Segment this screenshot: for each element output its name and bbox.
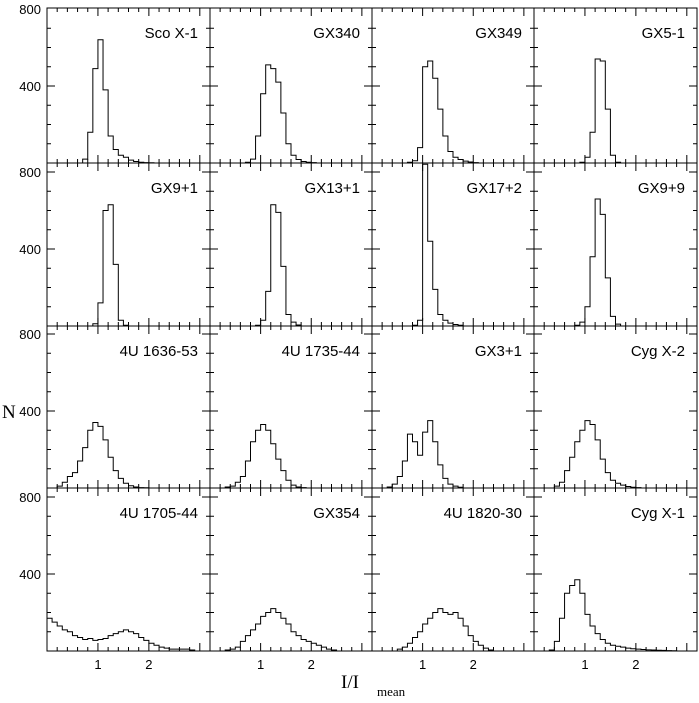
- y-tick-label: 800: [19, 2, 41, 17]
- panel-label: GX5-1: [642, 25, 685, 42]
- x-axis-title-group: I/I mean: [341, 672, 406, 699]
- histogram-series: [47, 204, 154, 327]
- y-tick-label: 400: [19, 567, 41, 582]
- x-axis-title-subscript: mean: [377, 684, 406, 699]
- panel-label: 4U 1705-44: [120, 505, 198, 522]
- histogram-series: [372, 163, 479, 327]
- panel-gx9-1: GX9+1 400 800: [19, 162, 211, 327]
- panel-label: GX9+1: [151, 180, 198, 197]
- y-tick-label: 400: [19, 242, 41, 257]
- panel-label: 4U 1636-53: [120, 343, 198, 360]
- panel-label: 4U 1820-30: [444, 505, 522, 522]
- x-tick-label: 2: [470, 657, 477, 672]
- panel-label: GX9+9: [638, 180, 685, 197]
- panel-gx349: GX349: [371, 7, 535, 164]
- histogram-series: [47, 422, 154, 489]
- x-tick-label: 1: [419, 657, 426, 672]
- x-tick-label: 1: [581, 657, 588, 672]
- histogram-series: [210, 204, 317, 327]
- y-axis-title: N: [2, 402, 16, 423]
- panel-label: GX354: [313, 505, 360, 522]
- panel-label: GX3+1: [475, 343, 522, 360]
- histogram-series: [46, 617, 196, 651]
- panel-gx354: GX354 1 2: [209, 487, 373, 672]
- panel-gx5-1: GX5-1: [533, 7, 698, 164]
- histogram-series: [210, 64, 317, 164]
- panel-label: Cyg X-1: [631, 505, 685, 522]
- panel-4u-1636-53: 4U 1636-53 400 800: [19, 325, 211, 489]
- histogram-series: [534, 58, 641, 164]
- histogram-series: [534, 420, 642, 489]
- panel-4u-1705-44: 4U 1705-44 400 800 1 2: [19, 487, 211, 672]
- histogram-series: [210, 608, 338, 652]
- histogram-series: [534, 198, 641, 327]
- panel-label: GX17+2: [467, 180, 522, 197]
- panel-gx340: GX340: [209, 7, 373, 164]
- panel-label: GX13+1: [305, 180, 360, 197]
- panel-gx17-2: GX17+2: [371, 162, 535, 327]
- x-tick-label: 2: [145, 657, 152, 672]
- panel-sco-x-1: Sco X-1 400 800: [19, 2, 211, 164]
- histogram-series: [534, 579, 678, 652]
- y-tick-label: 800: [19, 490, 41, 505]
- y-tick-label: 400: [19, 404, 41, 419]
- x-axis-title: I/I: [341, 672, 359, 693]
- panel-label: Cyg X-2: [631, 343, 685, 360]
- panel-label: 4U 1735-44: [282, 343, 360, 360]
- x-tick-label: 1: [94, 657, 101, 672]
- panel-4u-1820-30: 4U 1820-30 1 2: [371, 487, 535, 672]
- x-tick-label: 2: [308, 657, 315, 672]
- panel-cyg-x-2: Cyg X-2: [533, 325, 698, 489]
- y-tick-label: 400: [19, 79, 41, 94]
- x-tick-label: 1: [257, 657, 264, 672]
- histogram-series: [210, 423, 317, 489]
- y-tick-label: 800: [19, 165, 41, 180]
- histogram-series: [372, 608, 499, 652]
- panel-gx13-1: GX13+1: [209, 162, 373, 327]
- histogram-series: [372, 60, 479, 164]
- y-tick-label: 800: [19, 327, 41, 342]
- histogram-series: [47, 39, 155, 164]
- panel-gx9-9: GX9+9: [533, 162, 698, 327]
- x-tick-label: 2: [632, 657, 639, 672]
- panel-label: GX340: [313, 25, 360, 42]
- panel-4u-1735-44: 4U 1735-44: [209, 325, 373, 489]
- panel-cyg-x-1: Cyg X-1 1 2: [533, 487, 698, 672]
- panel-gx3-1: GX3+1: [371, 325, 535, 489]
- panel-label: GX349: [475, 25, 522, 42]
- panel-label: Sco X-1: [145, 25, 198, 42]
- histogram-series: [372, 420, 479, 489]
